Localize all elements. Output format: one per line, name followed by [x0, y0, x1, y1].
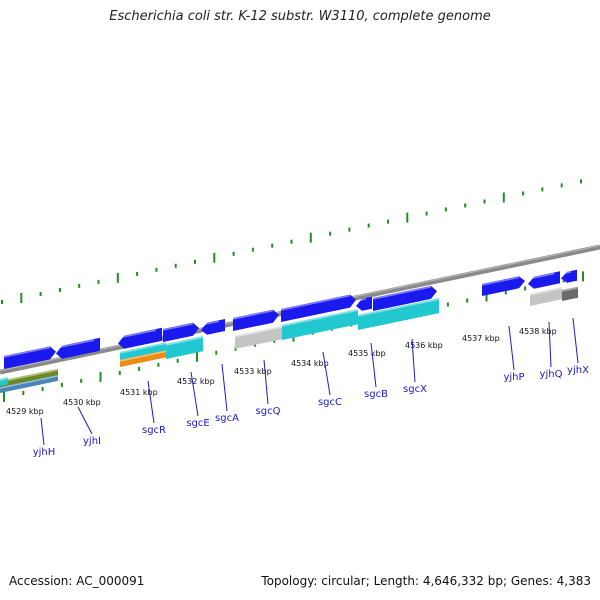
length-label: Length: [373, 574, 420, 588]
kbp-label: 4535 kbp [348, 349, 386, 358]
gene-arrow-shine [232, 309, 274, 320]
feature-block-shine [357, 298, 440, 317]
gene-arrow-shine [200, 320, 220, 326]
gene-label[interactable]: yjhH [33, 447, 56, 458]
map-title: Escherichia coli str. K-12 substr. W3110… [109, 9, 491, 24]
feature-block-shine [119, 342, 167, 354]
feature-block[interactable] [358, 298, 439, 330]
gene-arrow-shine [117, 329, 157, 339]
feature-block[interactable] [120, 350, 166, 367]
kbp-label: 4538 kbp [519, 327, 557, 336]
gene-label[interactable]: sgcE [186, 418, 209, 429]
accession-value: AC_000091 [76, 574, 145, 588]
gene-label[interactable]: yjhP [503, 372, 524, 383]
feature-block-shine [561, 286, 579, 292]
leader-line [147, 380, 155, 424]
gene-arrow[interactable] [373, 285, 437, 311]
genes-value: 4,383 [556, 574, 591, 588]
kbp-label: 4529 kbp [6, 407, 44, 416]
feature-block-shine [281, 309, 359, 327]
kbp-label: 4532 kbp [177, 377, 215, 386]
gene-arrow[interactable] [4, 346, 56, 369]
feature-block[interactable] [0, 368, 58, 388]
gene-arrow[interactable] [561, 269, 577, 283]
topology-label: Topology: [261, 574, 318, 588]
leader-line [322, 351, 331, 396]
gene-arrow[interactable] [56, 337, 100, 359]
gene-arrow[interactable] [201, 319, 225, 335]
gene-arrow[interactable] [118, 327, 162, 349]
kbp-label: 4533 kbp [234, 367, 272, 376]
gene-label[interactable]: sgcC [318, 397, 342, 408]
leader-line [411, 338, 416, 383]
feature-block-shine [0, 377, 9, 381]
feature-block[interactable] [0, 374, 58, 393]
kbp-label: 4534 kbp [291, 359, 329, 368]
gene-arrow-shine [355, 298, 367, 302]
gene-label[interactable]: yjhI [83, 436, 101, 447]
gene-arrow[interactable] [233, 309, 279, 331]
gene-label[interactable]: sgcQ [256, 406, 281, 417]
gene-label[interactable]: yjhX [567, 365, 589, 376]
gene-arrow-shine [527, 272, 555, 280]
feature-block[interactable] [562, 286, 578, 301]
kbp-label: 4531 kbp [120, 388, 158, 397]
leader-line [572, 317, 579, 364]
leader-line [77, 406, 93, 435]
feature-block[interactable] [282, 309, 358, 340]
gene-arrow-shine [162, 323, 194, 331]
genes-label: Genes: [510, 574, 553, 588]
gene-arrow[interactable] [281, 294, 356, 322]
leader-line [370, 342, 377, 388]
length-value: 4,646,332 bp [422, 574, 503, 588]
feature-block-shine [0, 375, 59, 389]
kbp-label: 4530 kbp [63, 398, 101, 407]
kbp-label: 4537 kbp [462, 334, 500, 343]
leader-line [508, 325, 515, 371]
accession-label: Accession: [9, 574, 73, 588]
gene-arrow[interactable] [356, 296, 372, 311]
accession-info: Accession: AC_000091 [9, 574, 144, 588]
gene-arrow-shine [3, 346, 51, 358]
feature-block-shine [529, 287, 563, 296]
feature-block-shine [234, 326, 283, 338]
gene-label[interactable]: yjhQ [540, 369, 563, 380]
feature-block[interactable] [0, 377, 8, 386]
leader-line [263, 359, 269, 405]
feature-block-shine [165, 336, 204, 346]
gene-label[interactable]: sgcB [364, 389, 388, 400]
gene-arrow[interactable] [482, 276, 525, 296]
gene-arrow-shine [560, 271, 572, 275]
feature-block[interactable] [166, 336, 203, 359]
feature-block[interactable] [120, 342, 166, 360]
gene-label[interactable]: sgcA [215, 413, 239, 424]
leader-line [221, 363, 228, 412]
gene-arrow[interactable] [528, 271, 560, 289]
feature-block[interactable] [235, 326, 282, 349]
gene-arrow-shine [481, 276, 520, 286]
leader-line [40, 417, 45, 446]
gene-label[interactable]: sgcX [403, 384, 427, 395]
gene-arrow-shine [280, 294, 351, 311]
gene-label[interactable]: sgcR [142, 425, 166, 436]
leader-line [548, 321, 552, 368]
topology-value: circular [321, 574, 366, 588]
feature-block-shine [0, 369, 59, 383]
gene-arrow-shine [55, 339, 95, 349]
gene-arrow-shine [372, 286, 432, 300]
feature-block-shine [119, 350, 167, 362]
leader-line [190, 371, 199, 417]
gene-arrow[interactable] [163, 322, 199, 342]
feature-block[interactable] [530, 287, 562, 306]
genome-stats: Topology: circular; Length: 4,646,332 bp… [261, 574, 591, 588]
kbp-label: 4536 kbp [405, 341, 443, 350]
